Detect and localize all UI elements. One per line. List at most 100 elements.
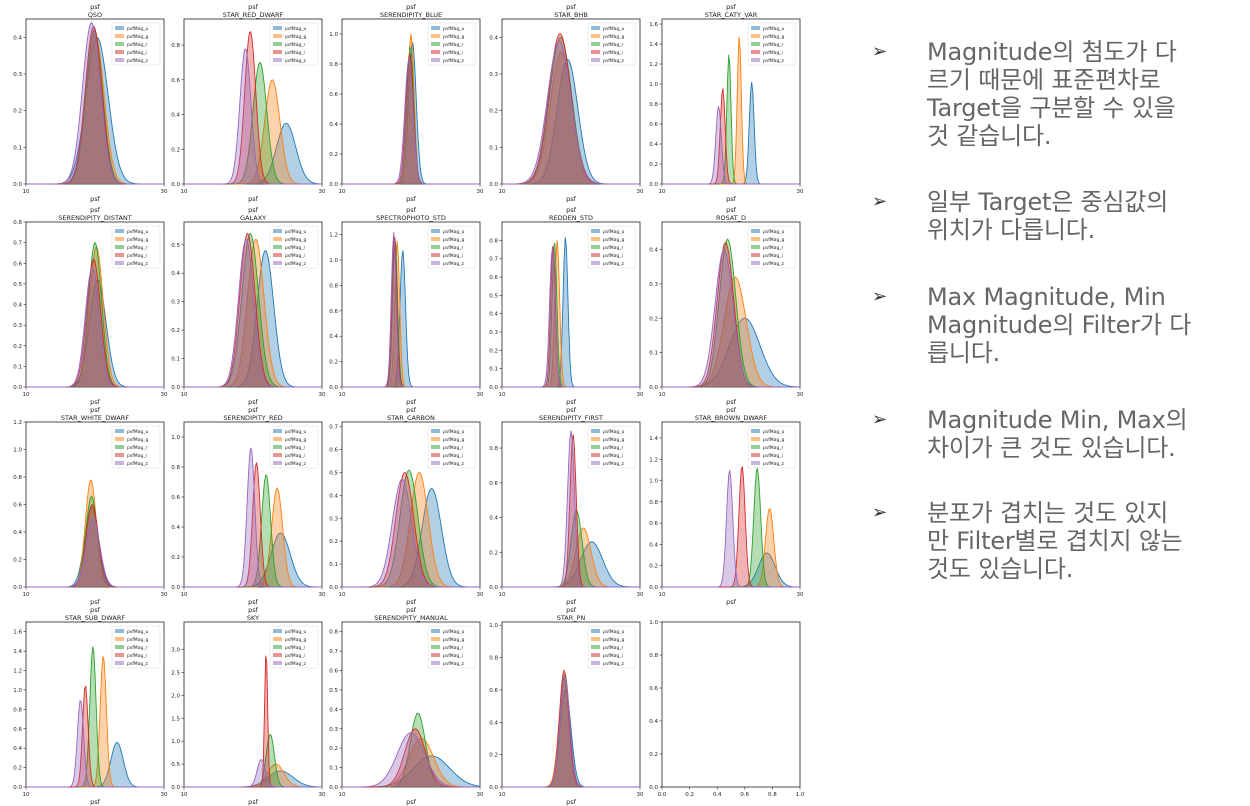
series-area-psfmag-g (26, 246, 164, 387)
subplot-title: STAR_RED_DWARF (223, 11, 284, 19)
series-line-psfmag-z (26, 699, 164, 788)
legend-swatch (431, 42, 440, 46)
legend-swatch (431, 237, 440, 241)
legend-label: psfMag_i (285, 253, 305, 259)
y-tick-label: 0.0 (329, 385, 338, 391)
subplot-spectrophoto-std: psfSPECTROPHOTO_STD0.00.20.40.60.81.01.2… (329, 206, 484, 406)
y-tick-label: 0.8 (489, 446, 498, 452)
y-tick-label: 1.0 (649, 82, 658, 88)
y-tick-label: 1.5 (171, 716, 180, 722)
legend-label: psfMag_z (285, 461, 307, 467)
y-tick-label: 0.8 (13, 220, 22, 226)
bullet-text-range-difference: Magnitude Min, Max의 차이가 큰 것도 있습니다. (927, 406, 1188, 462)
legend-swatch (591, 237, 600, 241)
y-tick-label: 0.4 (489, 35, 498, 41)
series-area-psfmag-g (502, 527, 640, 587)
x-tick-label: 0.4 (713, 792, 722, 798)
y-tick-label: 0.7 (329, 649, 338, 655)
x-tick-label: 10 (23, 392, 30, 398)
y-tick-label: 0.8 (489, 238, 498, 244)
subplot-title: QSO (88, 11, 102, 19)
x-axis-label: psf (566, 195, 577, 203)
x-axis-label: psf (90, 798, 101, 806)
legend-swatch (591, 34, 600, 38)
legend-swatch (115, 445, 124, 449)
legend-swatch (751, 26, 760, 30)
series-area-psfmag-i (26, 26, 164, 184)
legend-label: psfMag_g (127, 237, 149, 243)
x-axis-label: psf (566, 398, 577, 406)
x-tick-label: 30 (319, 189, 326, 195)
series-area-psfmag-r (342, 713, 480, 787)
y-tick-label: 0.2 (489, 550, 498, 556)
legend-swatch (273, 437, 282, 441)
top-label: psf (90, 606, 101, 614)
legend-box (427, 22, 477, 66)
legend-box (111, 425, 161, 469)
series-area-psfmag-g (342, 472, 480, 587)
legend-swatch (115, 253, 124, 257)
legend-swatch (431, 653, 440, 657)
legend-box (587, 425, 637, 469)
legend-swatch (591, 653, 600, 657)
top-label: psf (248, 206, 259, 214)
legend-label: psfMag_g (285, 437, 307, 443)
legend-swatch (273, 645, 282, 649)
y-tick-label: 0.6 (329, 448, 338, 454)
subplot-title: STAR_SUB_DWARF (65, 614, 125, 622)
series-area-psfmag-u (26, 507, 164, 587)
y-tick-label: 0.8 (649, 500, 658, 506)
y-tick-label: 0.5 (171, 243, 180, 249)
x-tick-label: 10 (339, 792, 346, 798)
legend-label: psfMag_z (603, 461, 625, 467)
legend-swatch (591, 245, 600, 249)
arrow-icon: ➢ (872, 502, 888, 523)
legend-label: psfMag_i (763, 50, 783, 56)
legend-box (269, 625, 319, 669)
subplot-serendipity-distant: psfSERENDIPITY_DISTANT0.00.10.20.30.40.5… (13, 206, 168, 406)
y-tick-label: 0.1 (171, 357, 180, 363)
y-tick-label: 0.3 (13, 323, 22, 329)
series-area-psfmag-i (502, 434, 640, 587)
x-axis-label: psf (90, 398, 101, 406)
legend-swatch (273, 34, 282, 38)
x-tick-label: 0.8 (768, 792, 777, 798)
y-tick-label: 0.2 (649, 564, 658, 570)
legend-label: psfMag_r (763, 42, 784, 48)
subplot-title: SKY (247, 614, 259, 622)
y-tick-label: 0.8 (13, 475, 22, 481)
legend-box (587, 625, 637, 669)
legend-label: psfMag_i (127, 453, 147, 459)
x-tick-label: 0.2 (685, 792, 694, 798)
x-axis-label: psf (406, 195, 417, 203)
series-area-psfmag-g (662, 277, 800, 387)
y-tick-label: 1.2 (13, 669, 22, 675)
legend-swatch (751, 237, 760, 241)
series-area-psfmag-r (184, 233, 322, 387)
legend-label: psfMag_z (285, 661, 307, 667)
y-tick-label: 1.0 (171, 739, 180, 745)
legend-label: psfMag_r (603, 42, 624, 48)
series-area-psfmag-z (342, 732, 480, 787)
y-tick-label: 0.2 (171, 147, 180, 153)
y-tick-label: 0.1 (489, 145, 498, 151)
y-tick-label: 0.5 (329, 470, 338, 476)
subplot-title: STAR_WHITE_DWARF (61, 414, 129, 422)
y-tick-label: 0.8 (171, 465, 180, 471)
y-tick-label: 1.0 (329, 258, 338, 264)
y-tick-label: 0.8 (171, 43, 180, 49)
legend-label: psfMag_i (443, 50, 463, 56)
legend-label: psfMag_r (285, 42, 306, 48)
y-tick-label: 0.4 (649, 542, 658, 548)
top-label: psf (248, 406, 259, 414)
top-label: psf (406, 3, 417, 11)
legend-swatch (115, 661, 124, 665)
legend-box (427, 225, 477, 269)
legend-label: psfMag_r (443, 245, 464, 251)
series-line-psfmag-z (502, 676, 640, 788)
y-tick-label: 0.7 (13, 241, 22, 247)
series-area-psfmag-z (342, 479, 480, 587)
legend-swatch (591, 629, 600, 633)
series-area-psfmag-r (342, 470, 480, 587)
legend-label: psfMag_u (285, 429, 307, 435)
